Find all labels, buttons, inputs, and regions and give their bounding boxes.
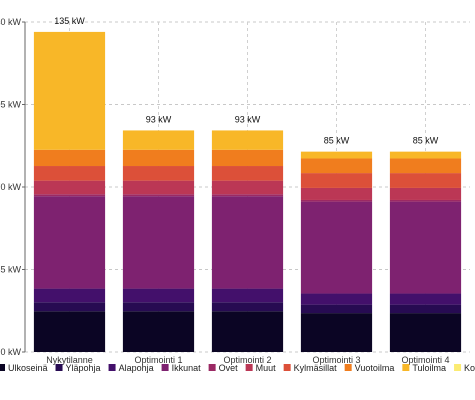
bar-segment-1-5	[122, 180, 195, 195]
legend-swatch-2	[108, 364, 116, 371]
bar-segment-1-8	[122, 130, 195, 150]
bar-segment-4-6	[389, 173, 462, 188]
bar-segment-2-3	[211, 196, 284, 289]
bar-segment-3-5	[300, 187, 373, 200]
bar-segment-2-8	[211, 130, 284, 150]
legend-swatch-9	[454, 364, 462, 371]
y-axis: 0 kW 35 kW 70 kW 105 kW 140 kW	[0, 17, 26, 357]
bar-segment-1-4	[122, 194, 195, 197]
bar-total-label-4: 85 kW	[413, 136, 439, 146]
bar-segment-0-3	[33, 196, 106, 289]
bar-total-label-1: 93 kW	[146, 114, 172, 124]
bar-segment-0-6	[33, 166, 106, 181]
bar-segment-3-7	[300, 158, 373, 174]
bar-segment-4-0	[389, 313, 462, 352]
bar-segment-4-3	[389, 201, 462, 294]
bar-segment-4-8	[389, 151, 462, 159]
x-tick-label-3: Optimointi 3	[312, 355, 360, 365]
y-tick-label-0: 0 kW	[0, 347, 21, 357]
bar-segment-2-0	[211, 311, 284, 352]
bar-segment-1-2	[122, 288, 195, 303]
x-tick-label-4: Optimointi 4	[401, 355, 449, 365]
bar-total-label-0: 135 kW	[54, 16, 85, 26]
bar-segment-4-5	[389, 187, 462, 200]
x-tick-label-2: Optimointi 2	[223, 355, 271, 365]
bar-segment-3-4	[300, 199, 373, 202]
bar-segment-0-1	[33, 302, 106, 312]
legend-swatch-5	[245, 364, 253, 371]
legend-label-3: Ikkunat	[172, 363, 202, 373]
legend-swatch-6	[283, 364, 291, 371]
legend-label-9: Korvausilma	[464, 363, 475, 373]
bar-segment-4-1	[389, 304, 462, 314]
bar-segment-1-3	[122, 196, 195, 289]
bar-segment-1-6	[122, 166, 195, 181]
legend-label-0: Ulkoseinä	[8, 363, 48, 373]
legend-label-8: Tuloilma	[412, 363, 446, 373]
legend-label-1: Yläpohja	[66, 363, 101, 373]
legend-label-6: Kylmäsillat	[294, 363, 338, 373]
legend-swatch-1	[55, 364, 63, 371]
bar-segment-3-2	[300, 293, 373, 305]
legend-swatch-0	[0, 364, 5, 371]
bar-segment-2-1	[211, 302, 284, 312]
bar-segment-0-5	[33, 180, 106, 195]
x-tick-label-1: Optimointi 1	[134, 355, 182, 365]
legend-label-2: Alapohja	[119, 363, 154, 373]
y-tick-label-2: 70 kW	[0, 182, 21, 192]
bar-segment-3-1	[300, 304, 373, 314]
bar-segment-4-7	[389, 158, 462, 174]
bar-segment-2-5	[211, 180, 284, 195]
x-tick-label-0: Nykytilanne	[46, 355, 93, 365]
bar-segment-0-0	[33, 311, 106, 352]
bar-segment-2-7	[211, 149, 284, 167]
bar-total-label-2: 93 kW	[235, 114, 261, 124]
bar-segment-3-8	[300, 151, 373, 159]
legend-swatch-4	[208, 364, 216, 371]
bar-segment-2-4	[211, 194, 284, 197]
legend-label-4: Ovet	[219, 363, 239, 373]
bar-segment-1-0	[122, 311, 195, 352]
bar-segment-0-4	[33, 194, 106, 197]
bar-segment-0-2	[33, 288, 106, 303]
legend: Ulkoseinä Yläpohja Alapohja Ikkunat Ovet Muut…	[0, 363, 475, 373]
legend-swatch-3	[161, 364, 169, 371]
bar-segment-4-4	[389, 199, 462, 202]
bar-segment-3-6	[300, 173, 373, 188]
legend-swatch-8	[402, 364, 410, 371]
bar-segment-0-7	[33, 149, 106, 167]
y-tick-label-3: 105 kW	[0, 100, 22, 110]
bar-segment-3-3	[300, 201, 373, 294]
bar-segment-2-6	[211, 166, 284, 181]
legend-label-7: Vuotoilma	[355, 363, 395, 373]
bar-segment-3-0	[300, 313, 373, 352]
bar-segment-1-7	[122, 149, 195, 167]
bars	[33, 31, 462, 352]
y-tick-label-1: 35 kW	[0, 265, 21, 275]
bar-segment-1-1	[122, 302, 195, 312]
bar-labels: 135 kW Nykytilanne 93 kW Optimointi 1 93 kW O…	[46, 16, 449, 365]
y-tick-label-4: 140 kW	[0, 17, 22, 27]
bar-segment-4-2	[389, 293, 462, 305]
bar-total-label-3: 85 kW	[324, 136, 350, 146]
bar-segment-0-8	[33, 31, 106, 150]
legend-swatch-7	[344, 364, 352, 371]
bar-segment-2-2	[211, 288, 284, 303]
legend-label-5: Muut	[256, 363, 277, 373]
